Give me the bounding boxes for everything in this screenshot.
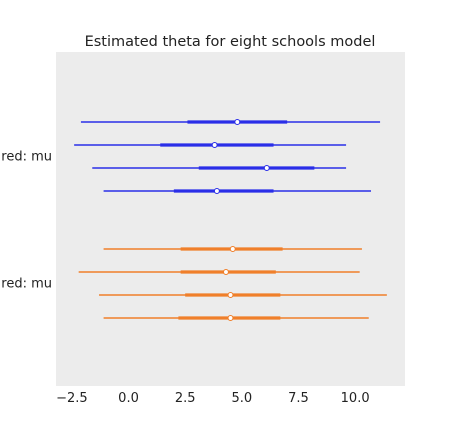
chart-title: Estimated theta for eight schools model [85, 34, 376, 50]
x-tick-label: 7.5 [288, 391, 309, 406]
point-estimate [211, 141, 218, 149]
point-estimate [213, 187, 220, 195]
point-estimate [263, 164, 270, 172]
group-label: red: mu [1, 277, 52, 292]
point-estimate [234, 118, 241, 126]
y-axis-labels: red: mu red: mu [1, 150, 52, 292]
x-tick-label: 0.0 [118, 391, 139, 406]
x-axis-ticks: −2.5 0.0 2.5 5.0 7.5 10.0 [56, 391, 370, 406]
plot-area [56, 52, 405, 386]
group-label: red: mu [1, 150, 52, 165]
x-tick-label: 5.0 [231, 391, 252, 406]
x-tick-label: 10.0 [341, 391, 370, 406]
point-estimate [227, 291, 234, 299]
x-tick-label: −2.5 [56, 391, 88, 406]
point-estimate [222, 268, 230, 276]
point-estimate [229, 245, 236, 253]
point-estimate [227, 314, 234, 322]
x-tick-label: 2.5 [175, 391, 196, 406]
interval-layer [74, 118, 387, 322]
